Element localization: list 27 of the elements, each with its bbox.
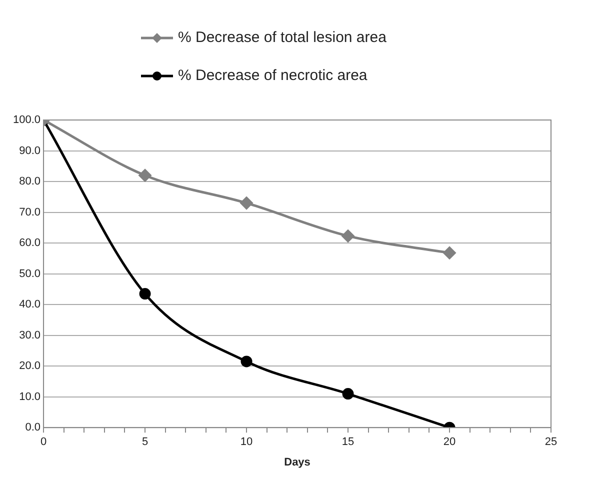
y-tick-label: 20.0 bbox=[19, 360, 41, 372]
point bbox=[139, 288, 151, 300]
x-tick-label: 25 bbox=[544, 436, 558, 448]
point bbox=[443, 246, 456, 260]
y-tick-label: 10.0 bbox=[19, 390, 41, 403]
x-tick-label: 0 bbox=[40, 436, 47, 448]
point bbox=[342, 388, 354, 400]
point bbox=[240, 356, 252, 368]
y-tick-label: 0.0 bbox=[25, 422, 41, 434]
y-tick-label: 100.0 bbox=[12, 114, 41, 126]
legend-label: % Decrease of total lesion area bbox=[178, 29, 386, 46]
point bbox=[240, 196, 253, 210]
y-tick-label: 80.0 bbox=[19, 176, 41, 188]
y-tick-label: 50.0 bbox=[19, 268, 41, 280]
y-tick-label: 70.0 bbox=[19, 206, 41, 218]
x-tick-label: 5 bbox=[142, 436, 148, 448]
y-tick-label: 40.0 bbox=[19, 298, 41, 311]
y-tick-label: 90.0 bbox=[19, 144, 41, 157]
x-tick-label: 10 bbox=[240, 436, 253, 448]
point bbox=[138, 169, 152, 182]
x-tick-label: 15 bbox=[342, 436, 354, 448]
legend-label: % Decrease of necrotic area bbox=[178, 67, 368, 84]
point bbox=[342, 230, 354, 242]
x-axis-title: Days bbox=[284, 456, 310, 468]
x-tick-label: 20 bbox=[443, 436, 456, 448]
y-tick-label: 60.0 bbox=[19, 237, 41, 250]
y-tick-label: 30.0 bbox=[19, 329, 41, 342]
